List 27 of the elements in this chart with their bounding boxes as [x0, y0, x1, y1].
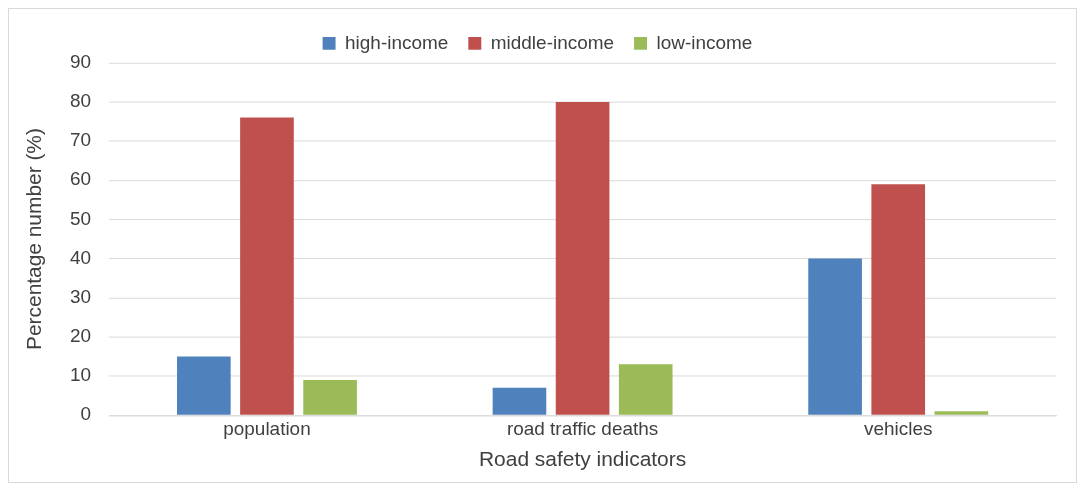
y-tick-label: 40	[70, 246, 92, 268]
y-tick-label: 90	[70, 51, 92, 72]
legend-label: middle-income	[490, 31, 615, 53]
bar	[871, 184, 926, 415]
y-tick-label: 10	[70, 364, 92, 386]
bar	[618, 364, 673, 415]
legend-label: high-income	[345, 31, 449, 53]
bar	[555, 101, 610, 415]
bar	[303, 380, 357, 415]
x-axis-title: Road safety indicators	[478, 447, 687, 471]
y-tick-label: 30	[70, 286, 92, 307]
bar	[808, 258, 862, 415]
bar	[492, 387, 547, 415]
y-tick-label: 60	[70, 168, 92, 190]
y-tick-label: 70	[70, 129, 92, 151]
bar	[934, 411, 989, 415]
bar	[177, 356, 231, 415]
x-tick-label: population	[223, 417, 311, 439]
bar	[240, 117, 294, 415]
legend-label: low-income	[656, 31, 753, 53]
y-axis-title: Percentage number (%)	[22, 128, 46, 350]
x-tick-label: vehicles	[863, 417, 933, 439]
y-tick-label: 80	[70, 90, 92, 112]
y-tick-label: 50	[70, 207, 92, 229]
x-tick-label: road traffic deaths	[506, 417, 659, 439]
y-tick-label: 0	[80, 403, 92, 425]
y-tick-label: 20	[70, 325, 92, 347]
